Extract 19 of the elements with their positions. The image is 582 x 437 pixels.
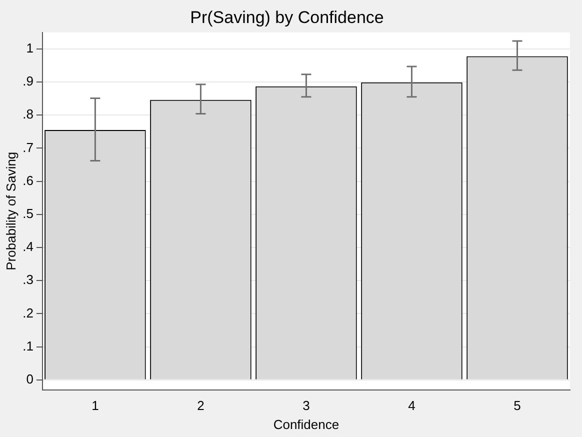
y-tick-label: 1 <box>26 40 34 56</box>
x-tick-label: 2 <box>197 398 204 414</box>
y-tick-label: 0 <box>26 371 34 386</box>
y-tick-label: .8 <box>22 106 34 122</box>
x-tick-label: 1 <box>92 398 99 414</box>
y-tick-label: .7 <box>22 140 34 155</box>
y-tick-label: .5 <box>22 206 34 221</box>
x-tick-label: 4 <box>408 398 416 414</box>
x-tick-label: 3 <box>302 398 310 414</box>
y-axis-title: Probability of Saving <box>3 152 18 270</box>
x-tick-label: 5 <box>514 398 521 414</box>
y-tick-label: .4 <box>22 239 34 254</box>
chart-title: Pr(Saving) by Confidence <box>190 8 384 27</box>
y-tick-label: .6 <box>22 172 34 188</box>
y-tick-label: .3 <box>22 272 34 288</box>
y-tick-label: .2 <box>22 305 34 320</box>
y-tick-label: .1 <box>22 338 34 354</box>
x-axis-title: Confidence <box>273 416 340 432</box>
y-tick-label: .9 <box>22 74 34 89</box>
